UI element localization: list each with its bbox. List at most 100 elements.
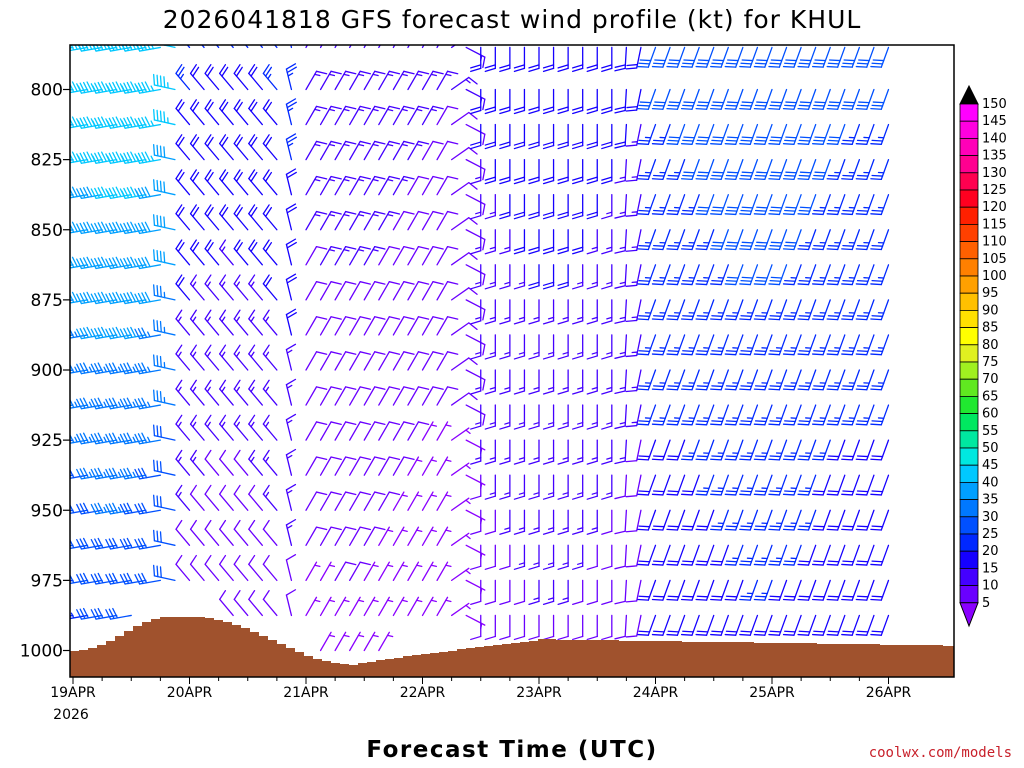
wind-barb: [710, 158, 729, 181]
barb-full-feather: [614, 565, 626, 570]
credit-link[interactable]: coolwx.com/models: [869, 745, 1012, 761]
wind-barb: [797, 299, 817, 321]
wind-barb: [768, 614, 788, 636]
wind-barb: [134, 186, 162, 199]
barb-full-feather: [74, 45, 78, 50]
barb-full-feather: [841, 388, 853, 391]
colorbar-swatch: [959, 223, 979, 242]
wind-barb: [841, 123, 861, 145]
barb-full-feather: [97, 362, 104, 374]
barb-staff: [436, 386, 449, 406]
colorbar-label: 30: [982, 510, 999, 525]
barb-full-feather: [572, 635, 584, 641]
barb-half-feather: [591, 386, 598, 390]
barb-full-feather: [417, 245, 430, 250]
barb-full-feather: [740, 244, 753, 247]
barb-full-feather: [76, 223, 83, 235]
barb-full-feather: [814, 101, 827, 104]
barb-full-feather: [625, 214, 638, 217]
barb-full-feather: [137, 257, 144, 269]
barb-full-feather: [828, 136, 841, 139]
barb-staff: [349, 351, 361, 371]
barb-full-feather: [870, 318, 882, 321]
barb-half-feather: [386, 634, 394, 638]
barb-full-feather: [711, 630, 723, 633]
barb-half-feather: [314, 178, 321, 182]
wind-barb: [334, 596, 350, 617]
barb-full-feather: [94, 398, 101, 409]
barb-full-feather: [221, 66, 229, 77]
barb-full-feather: [614, 320, 626, 324]
wind-barb: [572, 439, 584, 465]
wind-barb: [484, 439, 496, 465]
barb-full-feather: [119, 398, 126, 410]
wind-barb: [768, 229, 788, 251]
barb-full-feather: [813, 209, 825, 212]
barb-full-feather: [754, 525, 767, 528]
barb-full-feather: [123, 503, 130, 514]
barb-half-feather: [357, 599, 365, 603]
wind-barb: [499, 88, 511, 115]
barb-full-feather: [651, 353, 664, 356]
barb-full-feather: [740, 490, 753, 493]
barb-full-feather: [432, 70, 444, 75]
wind-barb: [826, 123, 846, 145]
barb-full-feather: [446, 175, 459, 180]
wind-barb: [248, 134, 263, 161]
wind-barb: [363, 70, 386, 91]
wind-barb: [739, 229, 759, 251]
barb-full-feather: [344, 140, 357, 145]
barb-full-feather: [105, 118, 112, 129]
wind-barb: [572, 404, 584, 430]
wind-barb: [557, 88, 569, 115]
wind-barb: [572, 264, 584, 290]
barb-full-feather: [108, 117, 115, 129]
barb-half-feather: [372, 178, 379, 182]
barb-full-feather: [262, 519, 270, 530]
barb-staff: [436, 105, 449, 126]
barb-staff: [262, 528, 278, 546]
barb-half-feather: [206, 281, 211, 288]
barb-full-feather: [79, 222, 86, 234]
barb-full-feather: [784, 455, 796, 458]
barb-staff: [363, 386, 376, 406]
barb-full-feather: [79, 327, 86, 339]
barb-full-feather: [753, 178, 766, 181]
barb-full-feather: [710, 143, 722, 145]
barb-full-feather: [799, 171, 812, 174]
wind-barb: [392, 596, 408, 617]
barb-full-feather: [403, 386, 415, 390]
barb-full-feather: [682, 280, 694, 282]
barb-full-feather: [141, 432, 148, 444]
wind-barb: [586, 123, 598, 150]
wind-barb: [542, 614, 555, 641]
x-tick-label: 21APR: [283, 685, 329, 701]
barb-full-feather: [739, 423, 751, 426]
barb-full-feather: [637, 388, 649, 391]
wind-barb: [285, 413, 297, 441]
barb-full-feather: [446, 210, 459, 215]
wind-barb: [870, 194, 890, 216]
colorbar-label: 140: [982, 131, 1007, 146]
barb-full-feather: [826, 493, 839, 496]
barb-full-feather: [797, 65, 810, 68]
wind-barb: [305, 281, 328, 301]
barb-full-feather: [403, 456, 415, 461]
wind-barb: [219, 134, 234, 161]
barb-half-feather: [416, 529, 423, 533]
barb-half-feather: [445, 494, 452, 497]
barb-full-feather: [653, 560, 665, 563]
barb-full-feather: [739, 458, 751, 461]
barb-half-feather: [147, 331, 151, 338]
barb-staff: [305, 281, 318, 301]
wind-barb: [586, 439, 598, 465]
barb-full-feather: [126, 432, 133, 444]
wind-barb: [204, 204, 220, 231]
wind-barb: [421, 386, 444, 406]
barb-half-feather: [533, 456, 540, 460]
barb-full-feather: [740, 104, 753, 107]
barb-full-feather: [248, 414, 256, 425]
barb-full-feather: [811, 65, 824, 68]
barb-full-feather: [753, 65, 766, 68]
barb-full-feather: [725, 315, 738, 317]
